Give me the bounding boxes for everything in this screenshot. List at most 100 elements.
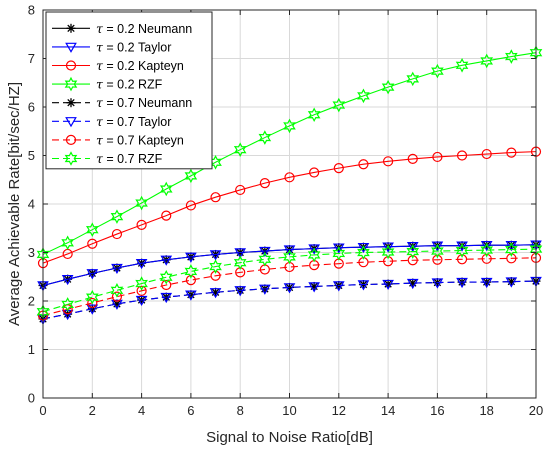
circle-marker bbox=[111, 291, 123, 302]
hexagram-marker bbox=[455, 243, 469, 258]
legend-entry: τ = 0.7 RZF bbox=[52, 151, 163, 166]
circle-marker bbox=[383, 156, 394, 167]
triangle-down-marker bbox=[480, 241, 493, 252]
circle-marker bbox=[407, 255, 418, 266]
legend-tau-symbol: τ bbox=[96, 132, 104, 147]
legend-label: τ = 0.2 Taylor bbox=[96, 39, 171, 54]
plot-series bbox=[36, 45, 543, 325]
circle-marker bbox=[309, 167, 320, 178]
circle-marker bbox=[284, 172, 295, 183]
triangle-down-marker bbox=[185, 252, 197, 263]
asterisk-marker bbox=[66, 98, 76, 108]
legend-label: τ = 0.2 RZF bbox=[96, 77, 163, 92]
triangle-down-marker bbox=[234, 286, 247, 297]
hexagram-marker bbox=[357, 245, 370, 260]
series-line bbox=[42, 280, 537, 320]
triangle-down-marker bbox=[86, 269, 99, 280]
hexagram-marker bbox=[258, 252, 272, 267]
asterisk-marker bbox=[66, 23, 76, 33]
triangle-down-marker bbox=[480, 277, 493, 289]
triangle-down-marker bbox=[308, 282, 320, 293]
hexagram-marker bbox=[209, 259, 222, 274]
legend-series-name: = 0.7 Taylor bbox=[103, 115, 171, 129]
legend-tau-symbol: τ bbox=[96, 58, 104, 73]
circle-marker bbox=[407, 153, 418, 164]
triangle-down-marker bbox=[406, 278, 419, 290]
circle-marker bbox=[161, 210, 172, 221]
triangle-down-marker bbox=[431, 241, 444, 252]
legend-entry: τ = 0.2 Kapteyn bbox=[52, 58, 184, 73]
legend-series-name: = 0.2 Kapteyn bbox=[103, 59, 184, 73]
x-tick-label: 2 bbox=[89, 403, 96, 418]
triangle-down-marker bbox=[456, 241, 468, 252]
hexagram-marker bbox=[283, 118, 296, 134]
triangle-down-marker bbox=[259, 284, 271, 295]
triangle-down-marker bbox=[65, 42, 77, 53]
hexagram-marker bbox=[381, 244, 395, 260]
circle-marker bbox=[185, 200, 196, 211]
circle-marker bbox=[87, 238, 98, 249]
hexagram-marker bbox=[307, 247, 321, 263]
legend-box bbox=[45, 11, 213, 170]
y-tick-label: 4 bbox=[28, 197, 35, 212]
circle-marker bbox=[481, 148, 492, 160]
triangle-down-marker bbox=[160, 292, 173, 304]
triangle-down-marker bbox=[456, 277, 468, 289]
hexagram-marker bbox=[159, 269, 173, 285]
triangle-down-marker bbox=[283, 283, 296, 294]
triangle-down-marker bbox=[259, 246, 271, 258]
legend-tau-symbol: τ bbox=[96, 21, 104, 36]
hexagram-marker bbox=[480, 242, 494, 258]
triangle-down-marker bbox=[86, 304, 99, 315]
legend-series-name: = 0.7 Kapteyn bbox=[103, 133, 184, 147]
x-tick-label: 10 bbox=[282, 403, 296, 418]
circle-marker bbox=[65, 134, 77, 145]
series-3 bbox=[36, 45, 543, 262]
circle-marker bbox=[136, 219, 147, 230]
triangle-down-marker bbox=[111, 263, 123, 275]
series-2 bbox=[37, 146, 542, 269]
circle-marker bbox=[432, 254, 443, 265]
hexagram-marker bbox=[431, 243, 444, 259]
x-tick-label: 18 bbox=[479, 403, 493, 418]
legend-label: τ = 0.2 Kapteyn bbox=[96, 58, 184, 73]
hexagram-marker bbox=[64, 151, 78, 166]
y-tick-label: 0 bbox=[28, 391, 35, 406]
x-axis-label: Signal to Noise Ratio[dB] bbox=[206, 429, 373, 446]
triangle-down-marker bbox=[505, 277, 518, 288]
hexagram-marker bbox=[381, 79, 395, 95]
legend-label: τ = 0.7 Kapteyn bbox=[96, 132, 184, 147]
hexagram-marker bbox=[85, 222, 99, 237]
legend-label: τ = 0.7 RZF bbox=[96, 151, 163, 166]
triangle-down-marker bbox=[135, 258, 148, 270]
legend-entry: τ = 0.2 Neumann bbox=[52, 21, 192, 36]
circle-marker bbox=[161, 279, 172, 291]
legend-series-name: = 0.2 Neumann bbox=[103, 22, 192, 36]
hexagram-marker bbox=[431, 63, 444, 79]
legend-tau-symbol: τ bbox=[96, 114, 104, 129]
triangle-down-marker bbox=[234, 248, 247, 259]
hexagram-marker bbox=[233, 142, 247, 157]
series-line bbox=[42, 52, 537, 255]
circle-marker bbox=[259, 178, 270, 189]
circle-marker bbox=[506, 253, 517, 264]
triangle-down-marker bbox=[308, 244, 320, 255]
triangle-down-marker bbox=[382, 279, 394, 291]
series-line bbox=[42, 248, 537, 313]
triangle-down-marker bbox=[185, 290, 197, 301]
x-tick-label: 6 bbox=[187, 403, 194, 418]
circle-marker bbox=[456, 150, 468, 161]
hexagram-marker bbox=[64, 76, 78, 92]
triangle-down-marker bbox=[332, 243, 345, 254]
hexagram-marker bbox=[85, 289, 99, 305]
triangle-down-marker bbox=[332, 281, 345, 292]
series-5 bbox=[37, 276, 542, 325]
y-tick-label: 6 bbox=[28, 100, 35, 115]
legend-series-name: = 0.7 Neumann bbox=[103, 96, 192, 110]
circle-marker bbox=[87, 297, 98, 309]
hexagram-marker bbox=[406, 71, 420, 87]
hexagram-marker bbox=[135, 195, 148, 211]
hexagram-marker bbox=[135, 276, 148, 291]
